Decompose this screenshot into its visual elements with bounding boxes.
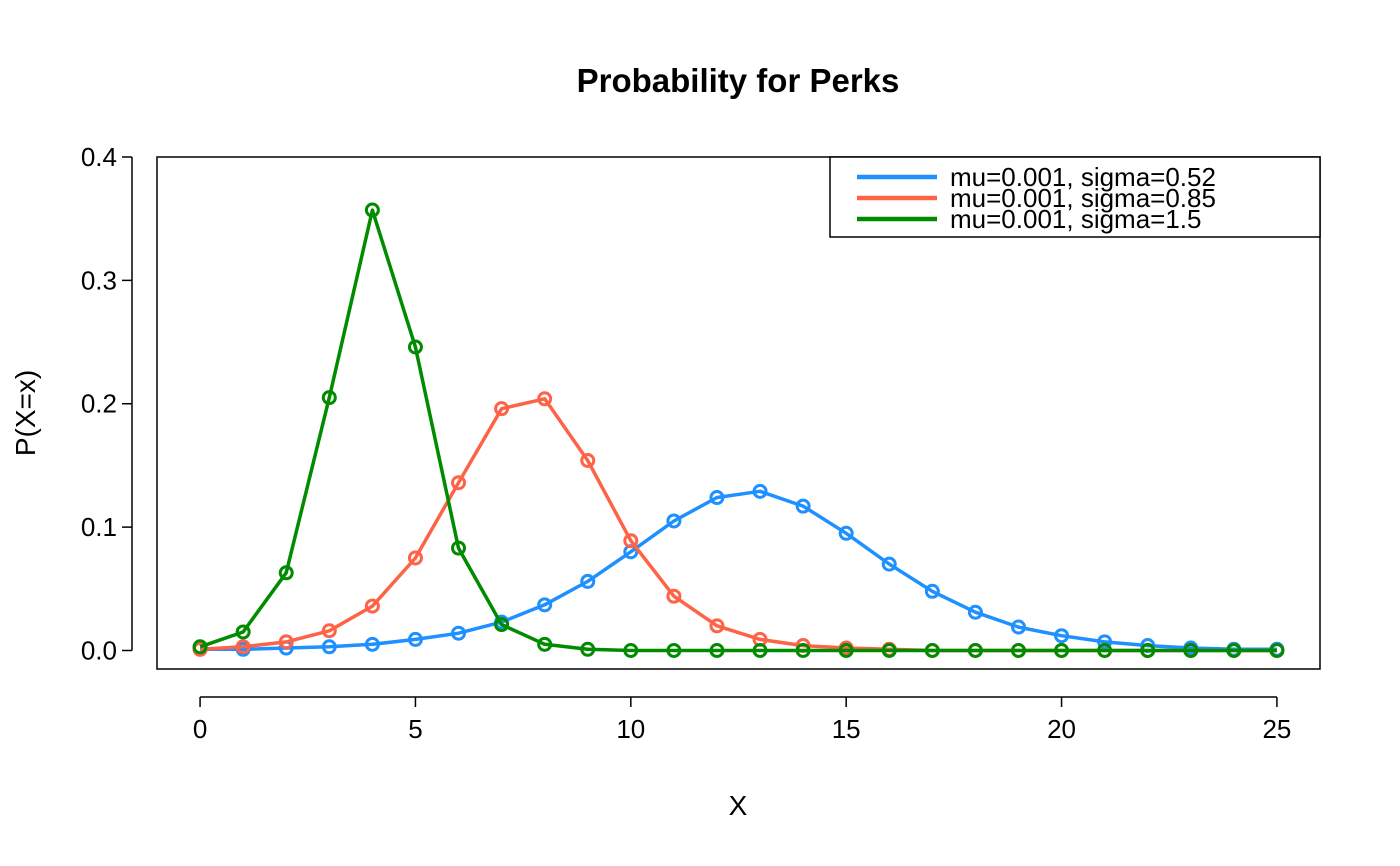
- legend-label: mu=0.001, sigma=0.85: [950, 183, 1216, 213]
- series-2: [192, 391, 1285, 658]
- data-point: [1097, 634, 1113, 650]
- x-tick-label: 5: [408, 714, 422, 744]
- data-point: [967, 642, 983, 658]
- data-point: [235, 624, 251, 640]
- series-3: [192, 202, 1285, 658]
- data-point: [278, 565, 294, 581]
- y-tick-label: 0.3: [81, 265, 117, 295]
- data-point: [451, 540, 467, 556]
- data-point: [709, 490, 725, 506]
- data-point: [924, 642, 940, 658]
- legend-label: mu=0.001, sigma=0.52: [950, 162, 1216, 192]
- data-point: [666, 588, 682, 604]
- data-point: [192, 639, 208, 655]
- series-line: [199, 397, 1277, 653]
- data-point: [451, 625, 467, 641]
- data-point: [1097, 642, 1113, 658]
- y-tick-label: 0.1: [81, 512, 117, 542]
- data-point: [1226, 642, 1242, 658]
- data-point: [580, 573, 596, 589]
- data-point: [364, 598, 380, 614]
- data-point: [623, 533, 639, 549]
- plot-frame: [156, 156, 1321, 670]
- data-point: [407, 631, 423, 647]
- data-point: [795, 642, 811, 658]
- data-point: [1054, 642, 1070, 658]
- data-point: [838, 525, 854, 541]
- y-tick-label: 0.2: [81, 389, 117, 419]
- data-point: [537, 597, 553, 613]
- data-point: [407, 339, 423, 355]
- x-tick-label: 10: [616, 714, 645, 744]
- data-point: [881, 642, 897, 658]
- data-point: [623, 642, 639, 658]
- data-point: [364, 202, 380, 218]
- data-point: [924, 583, 940, 599]
- y-axis: 0.0 0.1 0.2 0.3 0.4: [81, 142, 133, 665]
- data-point: [1054, 628, 1070, 644]
- y-tick-label: 0.4: [81, 142, 117, 172]
- data-point: [666, 513, 682, 529]
- series-line: [199, 208, 1277, 653]
- data-point: [580, 641, 596, 657]
- data-point: [321, 639, 337, 655]
- x-axis-label: X: [729, 790, 748, 821]
- data-point: [1010, 619, 1026, 635]
- data-point: [1010, 642, 1026, 658]
- data-point: [321, 390, 337, 406]
- x-tick-label: 20: [1047, 714, 1076, 744]
- data-point: [752, 642, 768, 658]
- data-point: [364, 636, 380, 652]
- data-point: [1140, 642, 1156, 658]
- data-point: [235, 639, 251, 655]
- data-point: [881, 556, 897, 572]
- data-point: [666, 642, 682, 658]
- data-point: [709, 642, 725, 658]
- data-point: [752, 483, 768, 499]
- data-point: [494, 617, 510, 633]
- data-point: [709, 618, 725, 634]
- data-point: [278, 634, 294, 650]
- data-point: [321, 623, 337, 639]
- data-point: [1183, 642, 1199, 658]
- series-line: [200, 489, 1277, 652]
- data-point: [407, 550, 423, 566]
- data-point: [537, 391, 553, 407]
- chart-title: Probability for Perks: [577, 62, 900, 99]
- y-axis-label: P(X=x): [10, 370, 41, 456]
- x-tick-label: 0: [193, 714, 207, 744]
- data-point: [838, 642, 854, 658]
- data-point: [1269, 642, 1285, 658]
- legend-label: mu=0.001, sigma=1.5: [950, 204, 1202, 234]
- data-point: [494, 401, 510, 417]
- x-axis: 0 5 10 15 20 25: [193, 696, 1291, 744]
- series-1: [192, 483, 1285, 657]
- series-layer: [192, 202, 1285, 658]
- x-tick-label: 15: [832, 714, 861, 744]
- data-point: [795, 498, 811, 514]
- data-point: [451, 475, 467, 491]
- y-tick-label: 0.0: [81, 635, 117, 665]
- data-point: [967, 604, 983, 620]
- data-point: [537, 636, 553, 652]
- data-point: [580, 452, 596, 468]
- x-tick-label: 25: [1262, 714, 1291, 744]
